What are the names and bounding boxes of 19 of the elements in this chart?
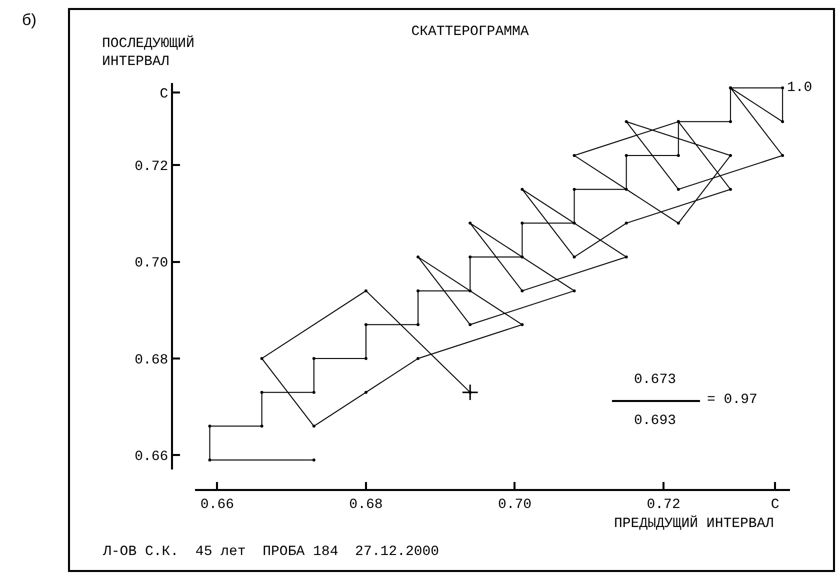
- x-tick-label: 0.70: [498, 496, 532, 513]
- x-axis-title: ПРЕДЫДУЩИЙ ИНТЕРВАЛ: [614, 515, 774, 532]
- annotation: 1.0: [787, 80, 812, 96]
- x-tick-label: 0.66: [200, 496, 234, 513]
- y-axis-title: ПОСЛЕДУЮЩИЙ ИНТЕРВАЛ: [102, 35, 194, 70]
- text: Л-ОВ С.К. 45 лет ПРОБА 184 27.12.2000: [102, 544, 440, 560]
- x-tick-label: 0.68: [349, 496, 383, 513]
- x-tick-label: 0.72: [646, 496, 680, 513]
- y-tick-label: С: [160, 86, 168, 103]
- y-tick-label: 0.66: [134, 449, 168, 466]
- y-tick-label: 0.70: [134, 256, 168, 272]
- y-tick-label: 0.68: [134, 352, 168, 368]
- chart-title: СКАТТЕРОГРАММА: [411, 24, 530, 40]
- annotation: 0.673: [634, 372, 676, 388]
- x-tick-label: С: [770, 496, 780, 513]
- annotation: 0.693: [634, 413, 676, 429]
- y-tick-label: 0.72: [134, 159, 168, 176]
- text: б): [22, 12, 36, 29]
- annotation: = 0.97: [707, 392, 758, 408]
